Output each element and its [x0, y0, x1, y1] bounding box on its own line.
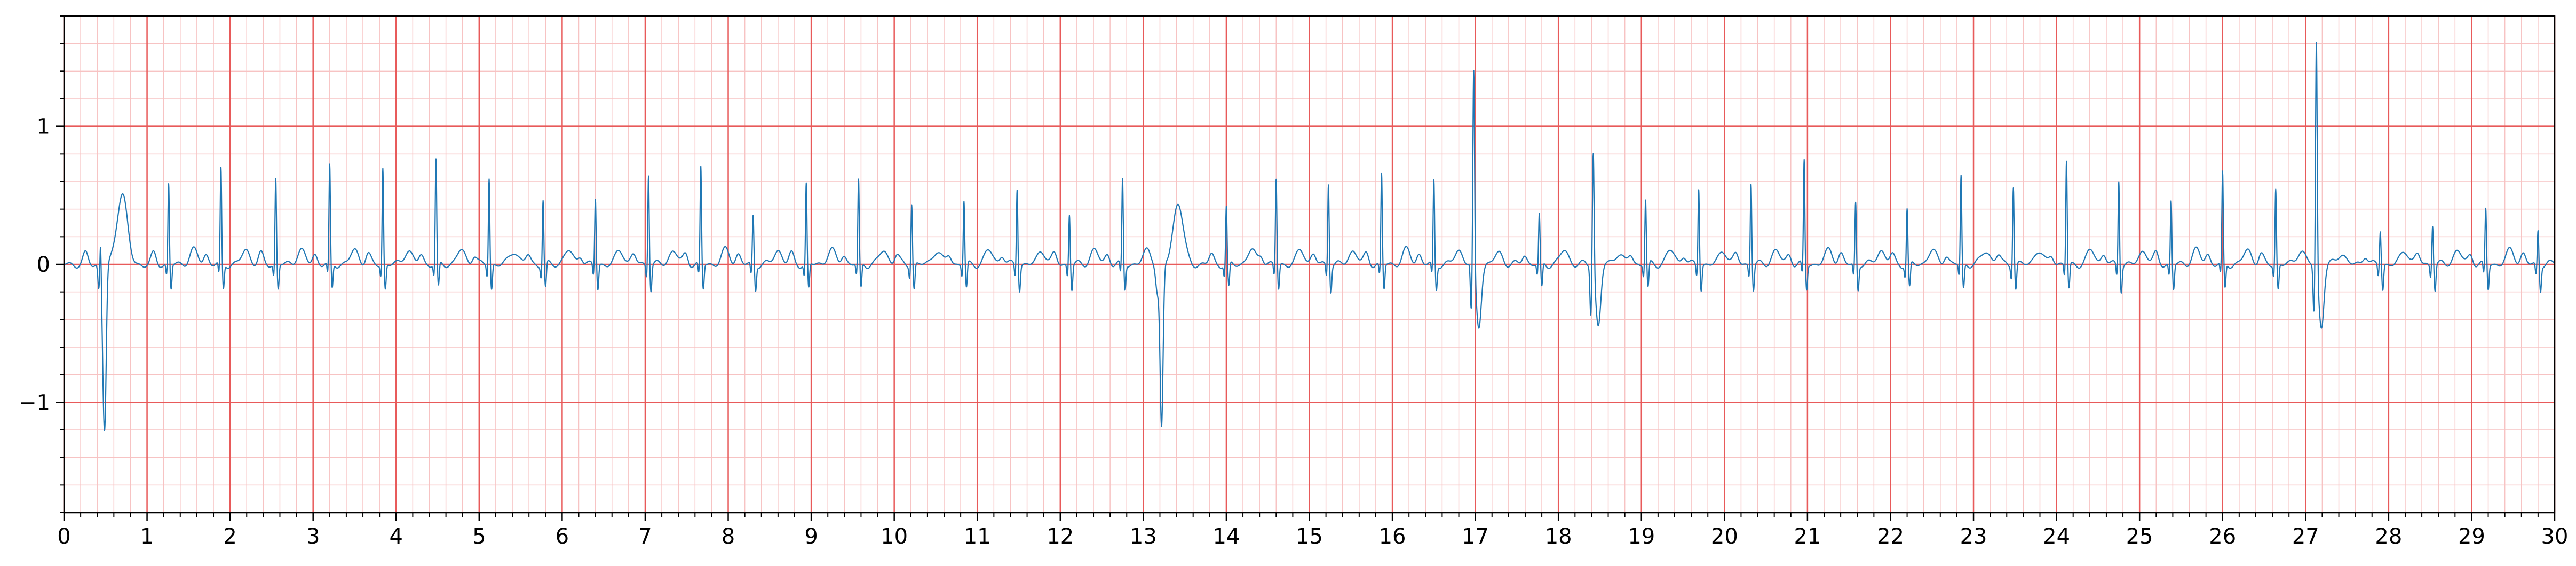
x-tick-label: 10	[881, 524, 908, 549]
y-tick-label: −1	[19, 390, 50, 415]
x-tick-label: 15	[1296, 524, 1323, 549]
x-tick-label: 9	[804, 524, 818, 549]
x-tick-label: 22	[1877, 524, 1904, 549]
x-tick-label: 3	[306, 524, 320, 549]
x-tick-label: 13	[1130, 524, 1157, 549]
x-tick-label: 25	[2126, 524, 2153, 549]
x-tick-label: 0	[57, 524, 70, 549]
x-tick-label: 21	[1794, 524, 1821, 549]
x-tick-label: 19	[1628, 524, 1655, 549]
x-tick-label: 6	[556, 524, 569, 549]
x-tick-label: 23	[1960, 524, 1987, 549]
x-tick-label: 1	[140, 524, 154, 549]
x-tick-label: 7	[638, 524, 652, 549]
x-tick-label: 30	[2541, 524, 2569, 549]
x-tick-label: 17	[1462, 524, 1489, 549]
x-tick-label: 8	[722, 524, 735, 549]
y-tick-label: 1	[37, 115, 50, 139]
x-tick-label: 12	[1047, 524, 1074, 549]
x-tick-label: 5	[472, 524, 486, 549]
x-tick-label: 11	[964, 524, 991, 549]
x-tick-label: 4	[390, 524, 403, 549]
x-tick-label: 27	[2292, 524, 2319, 549]
x-tick-label: 28	[2375, 524, 2402, 549]
x-tick-label: 2	[223, 524, 236, 549]
x-tick-label: 24	[2043, 524, 2070, 549]
x-tick-label: 18	[1545, 524, 1572, 549]
x-tick-label: 14	[1212, 524, 1240, 549]
x-tick-label: 26	[2209, 524, 2236, 549]
x-tick-label: 20	[1711, 524, 1738, 549]
x-tick-label: 16	[1379, 524, 1406, 549]
x-tick-label: 29	[2458, 524, 2485, 549]
y-tick-label: 0	[37, 253, 50, 277]
